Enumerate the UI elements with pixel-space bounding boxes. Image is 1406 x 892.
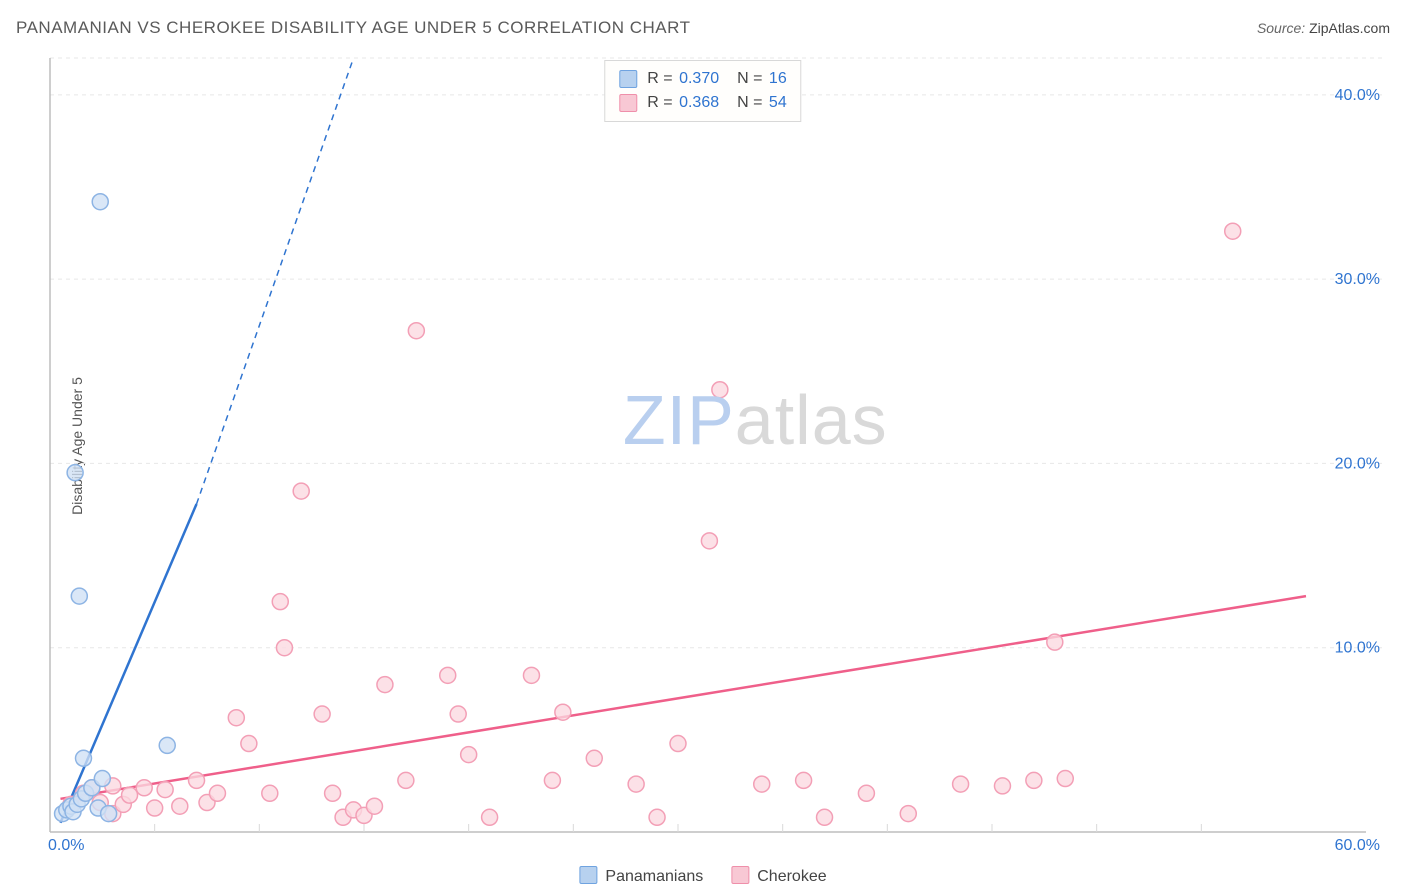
stats-legend: R = 0.370 N = 16 R = 0.368 N = 54: [604, 60, 801, 122]
n-label: N =: [737, 70, 762, 87]
stats-row-panamanians: R = 0.370 N = 16: [619, 67, 786, 91]
r-label: R =: [647, 70, 672, 87]
source-credit: Source: ZipAtlas.com: [1257, 20, 1390, 36]
swatch-panamanians-icon: [619, 70, 637, 88]
svg-text:10.0%: 10.0%: [1335, 640, 1380, 657]
legend-label-cherokee: Cherokee: [757, 868, 826, 885]
swatch-cherokee-icon: [619, 94, 637, 112]
n-label: N =: [737, 94, 762, 111]
svg-text:0.0%: 0.0%: [48, 837, 84, 854]
r-label: R =: [647, 94, 672, 111]
n-value-panamanians: 16: [769, 70, 787, 87]
swatch-panamanians-icon: [579, 866, 597, 884]
plot-area: 10.0%20.0%30.0%40.0%0.0%60.0% ZIPatlas: [44, 52, 1386, 852]
stats-row-cherokee: R = 0.368 N = 54: [619, 91, 786, 115]
swatch-cherokee-icon: [731, 866, 749, 884]
source-name: ZipAtlas.com: [1309, 20, 1390, 36]
r-value-panamanians: 0.370: [679, 70, 719, 87]
n-value-cherokee: 54: [769, 94, 787, 111]
svg-text:20.0%: 20.0%: [1335, 455, 1380, 472]
r-value-cherokee: 0.368: [679, 94, 719, 111]
legend-label-panamanians: Panamanians: [605, 868, 703, 885]
svg-text:40.0%: 40.0%: [1335, 87, 1380, 104]
legend-item-panamanians: Panamanians: [579, 866, 703, 886]
scatter-plot-svg: 10.0% 20.0% 30.0% 40.0% 0.0% 60.0%: [44, 52, 1386, 852]
title-row: PANAMANIAN VS CHEROKEE DISABILITY AGE UN…: [16, 18, 1390, 38]
chart-container: PANAMANIAN VS CHEROKEE DISABILITY AGE UN…: [0, 0, 1406, 892]
series-legend: Panamanians Cherokee: [579, 866, 826, 886]
svg-text:30.0%: 30.0%: [1335, 271, 1380, 288]
source-label: Source:: [1257, 20, 1309, 36]
svg-text:60.0%: 60.0%: [1335, 837, 1380, 854]
legend-item-cherokee: Cherokee: [731, 866, 826, 886]
chart-title: PANAMANIAN VS CHEROKEE DISABILITY AGE UN…: [16, 18, 691, 38]
